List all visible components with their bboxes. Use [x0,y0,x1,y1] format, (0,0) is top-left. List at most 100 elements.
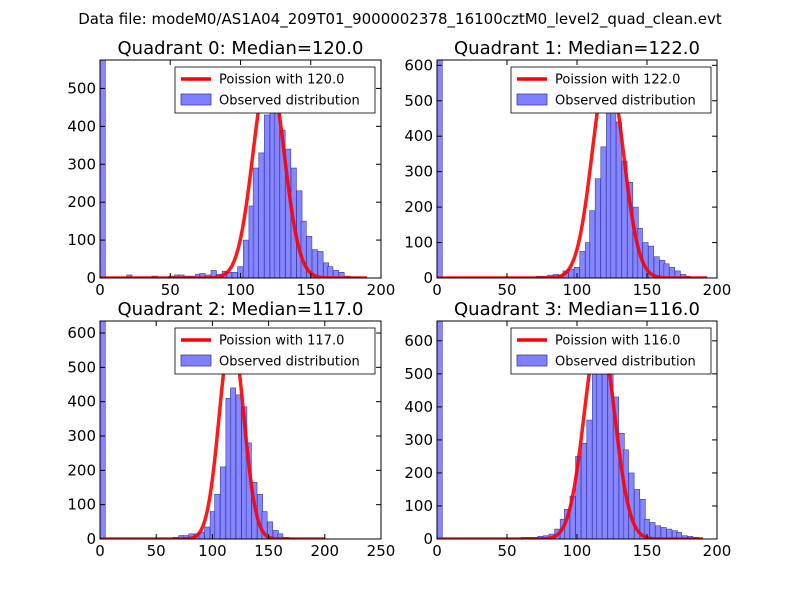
y-tick-label: 0 [423,530,433,548]
histogram-bar [258,152,265,278]
legend: Poission with 116.0 Observed distribution [510,327,712,375]
y-tick-label: 0 [86,269,96,287]
y-tick-label: 500 [67,358,96,376]
y-tick-label: 400 [404,127,433,145]
x-tick-label: 50 [497,542,516,560]
legend-hist-label: Observed distribution [555,355,696,370]
panel-title: Quadrant 1: Median=122.0 [454,38,700,59]
legend-fit-label: Poission with 116.0 [555,334,680,349]
panel-quadrant-1: Quadrant 1: Median=122.0 0 50 100 150 200 0 10… [404,38,731,299]
x-tick-label: 150 [633,542,662,560]
x-tick-label: 100 [226,281,255,299]
histogram-bar [230,387,236,539]
histogram-bar [437,60,443,278]
histogram-bar [589,210,596,278]
histogram-bar [580,442,587,539]
histogram-bar [663,263,670,278]
y-tick-label: 200 [67,193,96,211]
histogram-bar [649,522,656,539]
histogram-bar [264,114,271,278]
legend-hist-label: Observed distribution [555,94,696,109]
y-tick-label: 100 [67,231,96,249]
figure-suptitle: Data file: modeM0/AS1A04_209T01_90000023… [78,10,722,29]
histogram-bar [586,419,593,539]
axes-frame [99,320,382,540]
x-tick-label: 200 [367,281,396,299]
histogram-bar [252,167,259,278]
x-tick-label: 150 [254,542,283,560]
y-tick-label: 600 [404,332,433,350]
x-tick-label: 100 [563,281,592,299]
x-tick-label: 0 [432,281,442,299]
histogram-bar [261,511,268,539]
histogram-bar [600,146,607,278]
histogram-bar [100,60,106,278]
y-tick-label: 300 [67,427,96,445]
x-tick-label: 200 [703,542,732,560]
histogram-bars [437,321,699,539]
y-tick-label: 600 [404,56,433,74]
histogram-bar [219,466,226,539]
x-tick-label: 150 [296,281,325,299]
histogram-bar [243,239,249,278]
x-tick-label: 200 [703,281,732,299]
y-tick-label: 200 [404,198,433,216]
y-tick-label: 100 [404,497,433,515]
histogram-bar [655,525,662,539]
legend-hist-swatch [180,354,212,367]
legend-hist-label: Observed distribution [219,94,360,109]
x-tick-label: 0 [432,542,442,560]
y-tick-label: 600 [67,324,96,342]
x-tick-label: 50 [497,281,516,299]
panel-title: Quadrant 0: Median=120.0 [118,38,364,59]
x-tick-label: 250 [367,542,396,560]
y-tick-label: 0 [423,269,433,287]
x-tick-label: 50 [161,281,180,299]
y-tick-label: 300 [404,163,433,181]
legend-fit-label: Poission with 117.0 [219,334,344,349]
y-tick-label: 0 [86,530,96,548]
histogram-bar [317,251,324,278]
histogram-bar [214,494,221,539]
y-tick-label: 200 [67,461,96,479]
y-tick-label: 300 [67,155,96,173]
x-tick-label: 0 [95,542,105,560]
y-tick-label: 100 [67,496,96,514]
histogram-bar [100,321,106,539]
panel-quadrant-2: Quadrant 2: Median=117.0 0 50 100 150 200 250… [67,299,395,560]
legend-fit-label: Poission with 122.0 [555,73,680,88]
y-tick-label: 400 [67,393,96,411]
histogram-bar [204,526,211,539]
histogram-bar [235,394,242,539]
legend-fit-label: Poission with 120.0 [219,73,344,88]
x-tick-label: 0 [95,281,105,299]
x-tick-label: 100 [563,542,592,560]
legend-hist-label: Observed distribution [219,355,360,370]
panel-quadrant-3: Quadrant 3: Median=116.0 0 50 100 150 200 0 10… [404,299,731,560]
histogram-bar [601,353,608,539]
histogram-bar [594,178,601,278]
y-tick-label: 100 [404,234,433,252]
histogram-bar [267,521,274,539]
x-tick-label: 200 [310,542,339,560]
legend: Poission with 120.0 Observed distribution [174,66,376,114]
histogram-bar [231,272,238,278]
y-tick-label: 300 [404,431,433,449]
panel-title: Quadrant 2: Median=117.0 [118,299,364,320]
legend: Poission with 122.0 Observed distribution [510,66,712,114]
legend-hist-swatch [516,354,548,367]
x-tick-label: 100 [198,542,227,560]
histogram-bar [615,121,622,278]
legend-hist-swatch [516,93,548,106]
y-tick-label: 400 [404,398,433,416]
histogram-bar [596,353,603,539]
y-tick-label: 500 [67,79,96,97]
y-tick-label: 400 [67,117,96,135]
histogram-bar [579,251,586,278]
y-tick-label: 500 [404,365,433,383]
x-tick-label: 50 [147,542,166,560]
panel-title: Quadrant 3: Median=116.0 [454,299,700,320]
legend: Poission with 117.0 Observed distribution [174,327,376,375]
x-tick-label: 150 [633,281,662,299]
